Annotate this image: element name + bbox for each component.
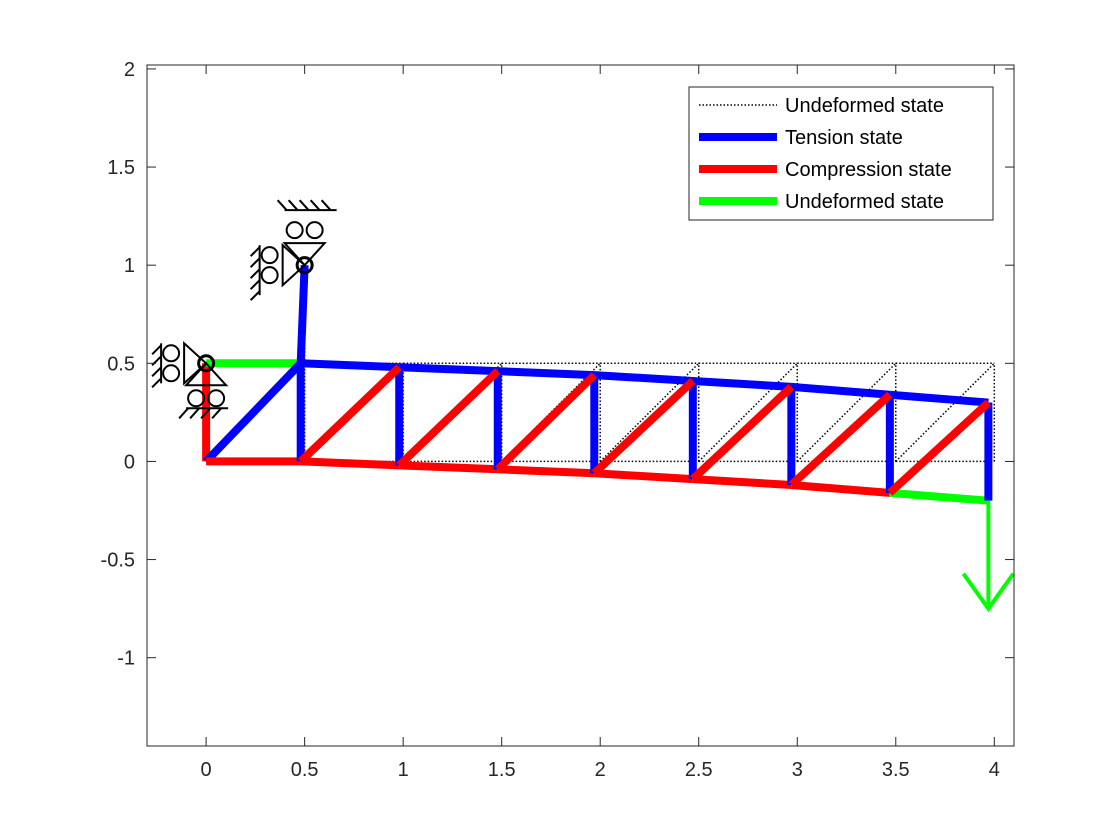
- ceiling-hatch: [276, 199, 288, 211]
- compression-member-16: [594, 469, 694, 484]
- wall-hatch: [151, 366, 162, 378]
- x-tick-label: 3: [792, 759, 803, 781]
- load-arrowhead: [961, 572, 1016, 613]
- wall-hatch: [249, 257, 261, 268]
- compression-member-14: [399, 461, 498, 474]
- tension-member-10: [692, 376, 792, 391]
- zero-member-19: [889, 488, 989, 505]
- ceiling-hatch: [320, 199, 332, 211]
- y-tick-label: 0.5: [107, 353, 135, 375]
- ground-hatch: [178, 407, 189, 419]
- support-0: [151, 341, 229, 419]
- y-tick-label: 1.5: [107, 157, 135, 179]
- compression-member-28: [396, 368, 501, 469]
- compression-member-29: [494, 372, 598, 473]
- support-triangle: [282, 242, 327, 267]
- compression-member-17: [692, 475, 792, 489]
- ground-hatch: [189, 407, 200, 419]
- ceiling-hatch: [287, 199, 299, 211]
- roller-circle: [187, 389, 206, 408]
- tension-member-11: [791, 382, 891, 399]
- undeformed-member-32: [796, 362, 897, 462]
- support-triangle: [281, 242, 307, 288]
- y-tick-label: -0.5: [101, 550, 135, 572]
- legend-label: Undeformed state: [785, 95, 944, 117]
- roller-circle: [207, 389, 226, 408]
- y-tick-label: 2: [124, 59, 135, 81]
- tension-member-9: [594, 371, 694, 385]
- tension-member-7: [399, 363, 498, 376]
- ground-hatch: [200, 407, 211, 419]
- tension-member-2: [203, 360, 304, 465]
- roller-circle: [162, 364, 181, 383]
- y-tick-label: 1: [124, 255, 135, 277]
- ceiling-hatch: [298, 199, 310, 211]
- support-1: [249, 199, 337, 301]
- compression-member-18: [791, 480, 891, 497]
- legend-label: Tension state: [785, 127, 903, 149]
- support-triangle: [183, 361, 229, 387]
- supports: [151, 199, 337, 419]
- x-tick-label: 2: [595, 759, 606, 781]
- pin-circle: [295, 256, 314, 275]
- legend-label: Undeformed state: [785, 191, 944, 213]
- tension-member-12: [889, 390, 989, 407]
- x-tick-label: 0.5: [291, 759, 319, 781]
- ground-hatch: [211, 407, 222, 419]
- legend: Undeformed state Tension state Compression…: [688, 86, 994, 221]
- wall-hatch: [151, 344, 162, 356]
- load-arrow: [961, 500, 1016, 613]
- wall-hatch: [249, 268, 261, 279]
- y-tick-label: -1: [117, 648, 135, 670]
- wall-hatch: [249, 279, 261, 290]
- ceiling-hatch: [309, 199, 321, 211]
- tension-member-8: [497, 367, 595, 380]
- roller-circle: [305, 221, 324, 240]
- undeformed-member-33: [895, 362, 995, 462]
- roller-circle: [285, 221, 304, 240]
- compression-member-33: [887, 399, 992, 496]
- wall-hatch: [249, 290, 261, 301]
- x-tick-label: 1: [398, 759, 409, 781]
- tension-member-5: [296, 265, 309, 364]
- legend-label: Compression state: [785, 159, 952, 181]
- undeformed-member-31: [698, 362, 798, 462]
- compression-member-13: [300, 457, 400, 470]
- axes: 0 0.5 1 1.5 2 2.5 3 3.5 4 -1 -0.5 0 0.5 1 1.5 2: [101, 59, 1015, 781]
- deformed-truss: [202, 265, 993, 505]
- x-tick-label: 2.5: [685, 759, 713, 781]
- axes-box: [146, 64, 1015, 747]
- wall-hatch: [151, 355, 162, 367]
- support-triangle: [183, 341, 208, 386]
- x-tick-label: 4: [989, 759, 1000, 781]
- undeformed-member-29: [501, 362, 601, 462]
- wall-hatch: [249, 246, 261, 257]
- compression-member-31: [690, 383, 795, 483]
- compression-member-15: [497, 465, 595, 478]
- compression-member-27: [297, 364, 402, 465]
- compression-member-30: [591, 378, 696, 477]
- wall-hatch: [151, 377, 162, 389]
- x-tick-label: 3.5: [882, 759, 910, 781]
- roller-circle: [260, 266, 279, 285]
- roller-circle: [162, 344, 181, 363]
- x-tick-label: 1.5: [488, 759, 516, 781]
- pin-circle: [197, 354, 216, 373]
- tension-member-6: [300, 359, 400, 372]
- roller-circle: [260, 246, 279, 265]
- compression-member-32: [788, 391, 893, 488]
- x-tick-label: 0: [201, 759, 212, 781]
- y-tick-label: 0: [124, 451, 135, 473]
